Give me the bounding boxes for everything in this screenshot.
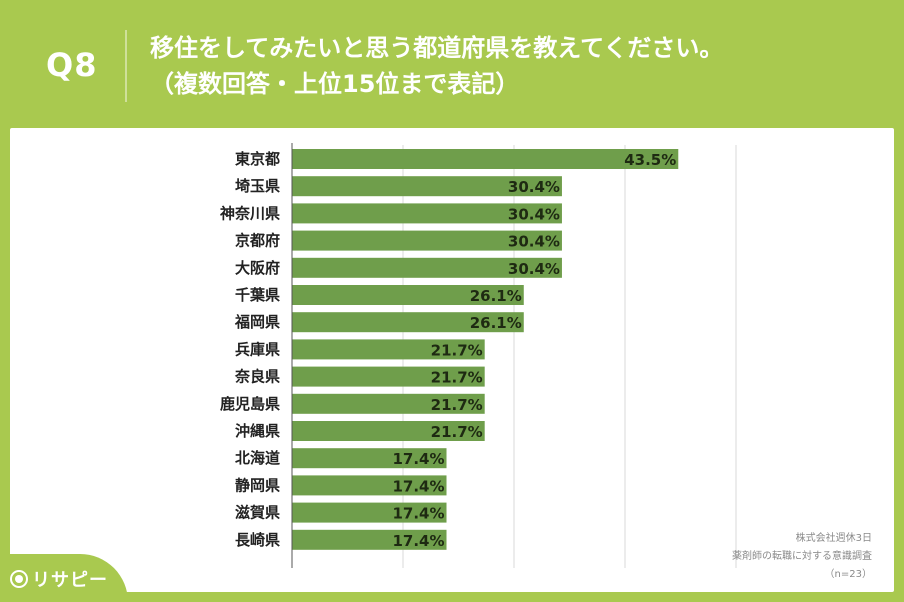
- bar: [292, 257, 562, 278]
- category-label: 鹿児島県: [220, 395, 280, 413]
- question-text: 移住をしてみたいと思う都道府県を教えてください。 （複数回答・上位15位まで表記…: [150, 30, 723, 102]
- category-label: 大阪府: [235, 259, 280, 277]
- category-label: 静岡県: [235, 476, 280, 494]
- value-label: 26.1%: [470, 314, 522, 332]
- bar: [292, 421, 485, 441]
- value-label: 17.4%: [392, 477, 444, 495]
- survey-credit: 株式会社週休3日 薬剤師の転職に対する意識調査 （n=23）: [732, 530, 872, 584]
- category-label: 沖縄県: [235, 422, 280, 440]
- value-label: 17.4%: [392, 505, 444, 523]
- bar: [292, 203, 562, 224]
- value-label: 43.5%: [624, 151, 676, 169]
- header: Q8 移住をしてみたいと思う都道府県を教えてください。 （複数回答・上位15位ま…: [0, 0, 904, 128]
- credit-company: 株式会社週休3日: [795, 533, 872, 544]
- value-label: 21.7%: [431, 423, 483, 441]
- pin-icon: [10, 570, 28, 588]
- value-label: 21.7%: [431, 341, 483, 359]
- bar: [292, 393, 485, 414]
- category-label: 福岡県: [234, 313, 280, 331]
- bar: [292, 230, 562, 251]
- bar: [292, 339, 485, 360]
- question-line-2: （複数回答・上位15位まで表記）: [150, 70, 520, 98]
- category-label: 滋賀県: [235, 504, 280, 522]
- chart-card: 東京都 43.5% 埼玉県 30.4% 神奈川県 30.4% 京都府 30.4% 大阪府 30.4…: [10, 128, 894, 592]
- bar: [292, 448, 447, 469]
- category-label: 北海道: [235, 449, 280, 467]
- bar: [292, 366, 485, 387]
- category-label: 兵庫県: [235, 340, 280, 358]
- value-label: 30.4%: [508, 178, 560, 196]
- question-number: Q8: [46, 46, 98, 84]
- bar: [292, 149, 679, 169]
- credit-survey: 薬剤師の転職に対する意識調査: [732, 551, 872, 562]
- category-label: 長崎県: [235, 531, 280, 549]
- bar-chart: 東京都 43.5% 埼玉県 30.4% 神奈川県 30.4% 京都府 30.4% 大阪府 30.4…: [220, 143, 737, 568]
- logo-text: リサピー: [32, 570, 108, 591]
- category-label: 神奈川県: [220, 204, 280, 222]
- value-label: 26.1%: [470, 287, 522, 305]
- value-label: 30.4%: [508, 233, 560, 251]
- value-label: 21.7%: [431, 396, 483, 414]
- credit-n: （n=23）: [824, 569, 872, 580]
- risapi-logo: リサピー: [0, 554, 128, 602]
- category-label: 東京都: [235, 150, 280, 168]
- value-label: 17.4%: [392, 532, 444, 550]
- bar: [292, 285, 524, 305]
- category-label: 埼玉県: [235, 177, 280, 195]
- category-label: 京都府: [235, 232, 280, 250]
- bar: [292, 475, 447, 496]
- bar: [292, 312, 524, 333]
- question-line-1: 移住をしてみたいと思う都道府県を教えてください。: [150, 34, 724, 62]
- value-label: 21.7%: [431, 369, 483, 387]
- value-label: 30.4%: [508, 205, 560, 223]
- bar: [292, 176, 562, 197]
- category-label: 千葉県: [235, 286, 280, 304]
- category-label: 奈良県: [234, 368, 280, 386]
- bar: [292, 529, 447, 550]
- bar: [292, 502, 447, 523]
- header-divider: [125, 30, 127, 102]
- value-label: 30.4%: [508, 260, 560, 278]
- value-label: 17.4%: [392, 450, 444, 468]
